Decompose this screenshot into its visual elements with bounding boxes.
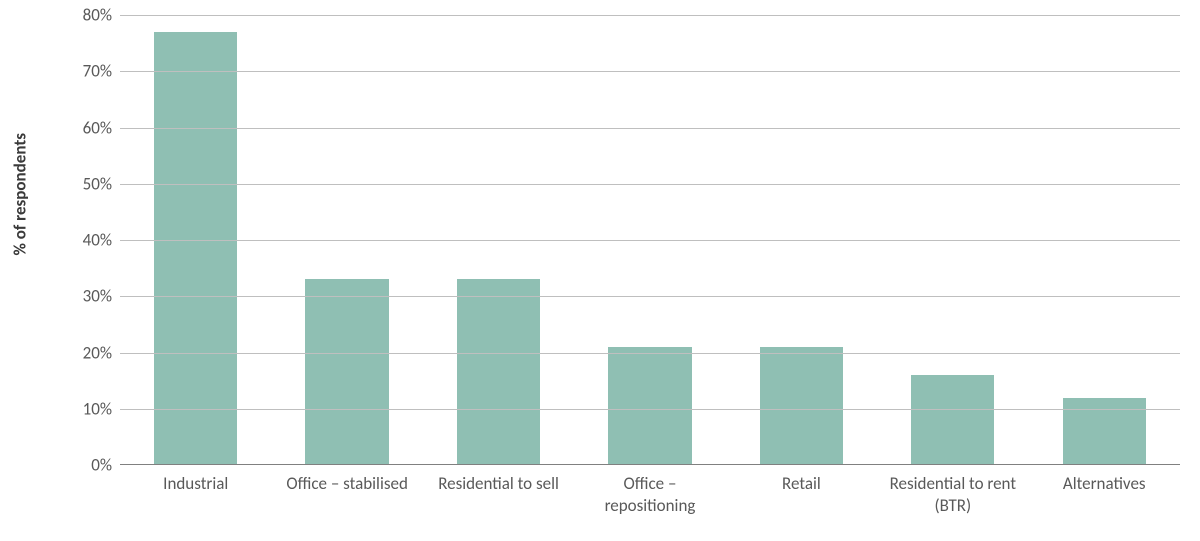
bar <box>1063 398 1146 466</box>
x-tick-label: Residential to rent (BTR) <box>877 473 1028 517</box>
chart-container: % of respondents IndustrialOffice – stab… <box>35 15 1185 525</box>
y-tick-label: 40% <box>83 230 112 251</box>
y-tick-label: 10% <box>83 398 112 419</box>
y-tick-label: 60% <box>83 117 112 138</box>
grid-line <box>120 296 1180 297</box>
x-axis-line <box>120 464 1180 466</box>
grid-line <box>120 409 1180 410</box>
y-tick-label: 30% <box>83 286 112 307</box>
grid-line <box>120 353 1180 354</box>
x-tick-label: Office – stabilised <box>271 473 422 517</box>
y-axis-label: % of respondents <box>10 133 31 256</box>
bar <box>760 347 843 465</box>
grid-line <box>120 15 1180 16</box>
x-tick-label: Industrial <box>120 473 271 517</box>
bar <box>154 32 237 465</box>
x-tick-label: Alternatives <box>1029 473 1180 517</box>
bar <box>305 279 388 465</box>
bar <box>911 375 994 465</box>
y-tick-label: 0% <box>91 455 112 476</box>
y-tick-label: 50% <box>83 173 112 194</box>
y-tick-label: 20% <box>83 342 112 363</box>
x-tick-label: Office – repositioning <box>574 473 725 517</box>
bar <box>608 347 691 465</box>
grid-line <box>120 184 1180 185</box>
x-labels-container: IndustrialOffice – stabilisedResidential… <box>120 473 1180 517</box>
x-tick-label: Retail <box>726 473 877 517</box>
plot-area: IndustrialOffice – stabilisedResidential… <box>120 15 1180 465</box>
grid-line <box>120 240 1180 241</box>
y-tick-label: 80% <box>83 5 112 26</box>
bar <box>457 279 540 465</box>
y-tick-label: 70% <box>83 61 112 82</box>
grid-line <box>120 71 1180 72</box>
x-tick-label: Residential to sell <box>423 473 574 517</box>
grid-line <box>120 128 1180 129</box>
